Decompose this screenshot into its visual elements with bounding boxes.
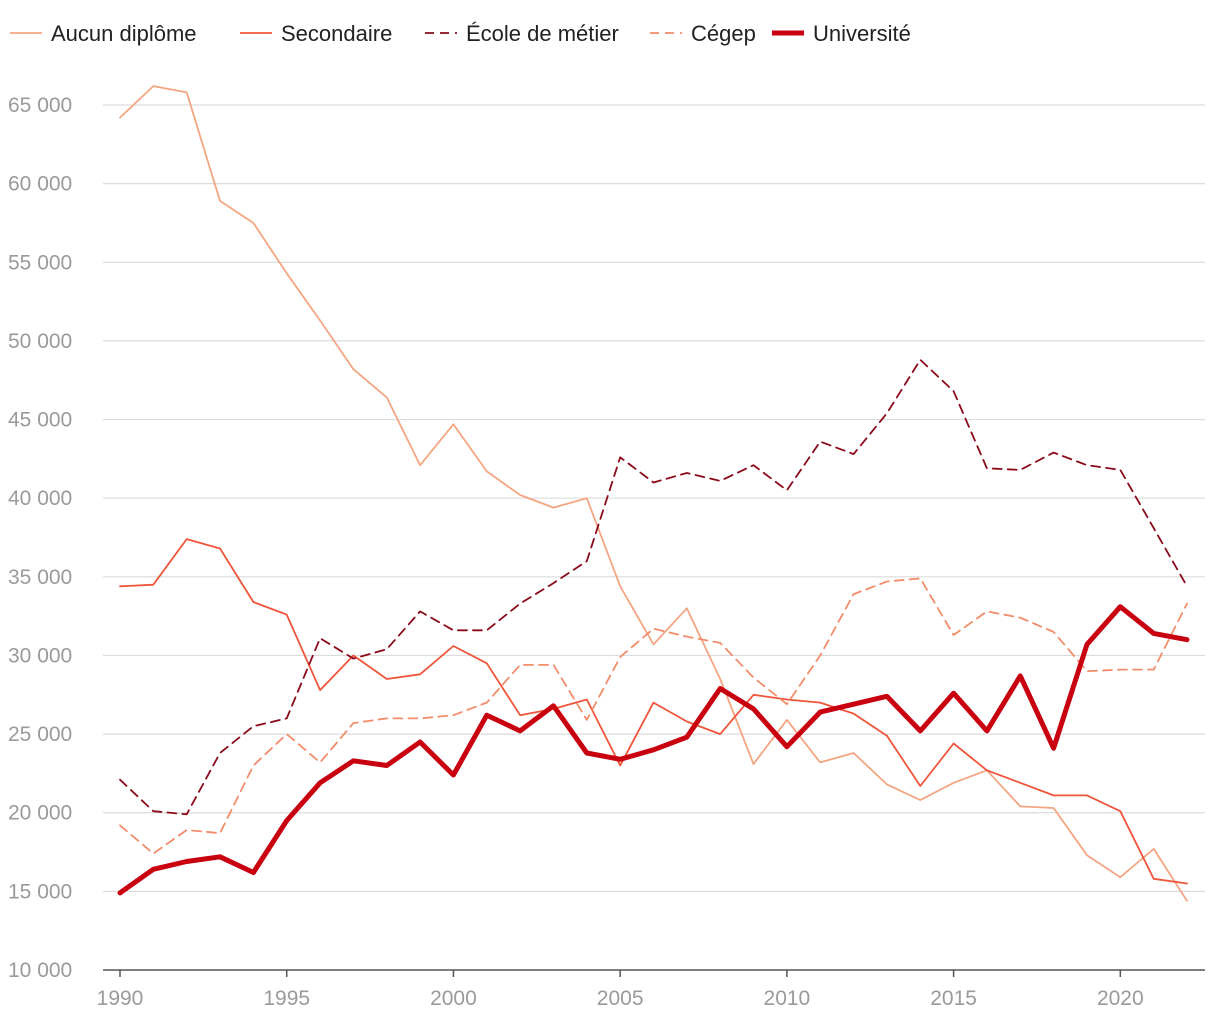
x-tick-label: 2020 [1097, 987, 1144, 1010]
legend-label: Secondaire [281, 21, 392, 46]
series-line-aucun-diplome [119, 85, 1188, 902]
y-tick-label: 30 000 [8, 644, 72, 667]
x-axis: 1990 1995 2000 2005 2010 2015 2020 [97, 969, 1205, 1010]
x-tick-label: 1990 [97, 987, 144, 1010]
series-line-secondaire [119, 538, 1188, 885]
legend-item-secondaire: Secondaire [240, 21, 392, 46]
y-tick-label: 45 000 [8, 409, 72, 432]
legend-label: Université [813, 21, 911, 46]
legend-item-aucun-diplome: Aucun diplôme [10, 21, 197, 46]
y-tick-label: 20 000 [8, 802, 72, 825]
series-line-cegep [119, 577, 1188, 855]
y-tick-label: 50 000 [8, 330, 72, 353]
series-line-universite [117, 604, 1190, 896]
legend-item-universite: Université [772, 21, 911, 46]
series-line-ecole-de-metier [119, 358, 1188, 816]
legend-label: Cégep [691, 21, 756, 46]
x-tick-label: 2000 [430, 987, 477, 1010]
y-tick-label: 40 000 [8, 487, 72, 510]
x-tick-label: 2015 [930, 987, 977, 1010]
x-tick-label: 2005 [597, 987, 644, 1010]
y-tick-label: 10 000 [8, 959, 72, 982]
legend-label: École de métier [466, 21, 619, 46]
legend-item-cegep: Cégep [650, 21, 756, 46]
y-tick-label: 55 000 [8, 251, 72, 274]
y-tick-label: 15 000 [8, 880, 72, 903]
legend-label: Aucun diplôme [51, 21, 197, 46]
y-tick-label: 60 000 [8, 173, 72, 196]
y-tick-label: 25 000 [8, 723, 72, 746]
x-tick-label: 1995 [263, 987, 310, 1010]
y-tick-label: 35 000 [8, 566, 72, 589]
legend-item-ecole-de-metier: École de métier [425, 21, 619, 46]
x-tick-label: 2010 [764, 987, 811, 1010]
series-lines [117, 85, 1190, 902]
y-tick-label: 65 000 [8, 94, 72, 117]
legend: Aucun diplôme Secondaire École de métier Cé… [10, 21, 911, 46]
grid: 10 000 15 000 20 000 25 000 30 000 35 000 40 0… [8, 94, 1205, 982]
